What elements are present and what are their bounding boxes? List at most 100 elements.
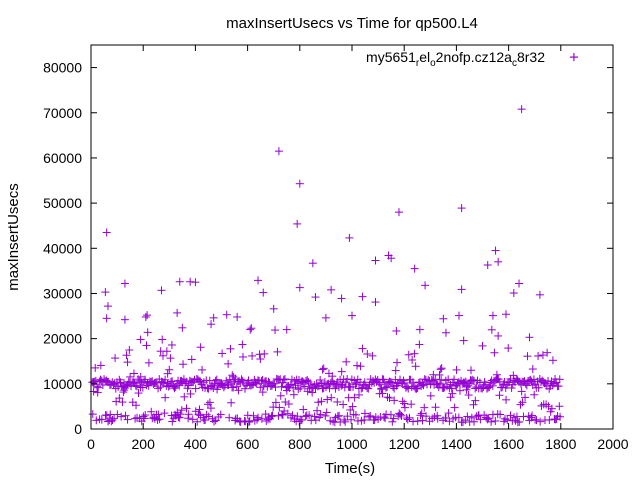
y-tick-label: 80000: [43, 60, 82, 76]
data-point: [405, 413, 414, 422]
data-point: [301, 412, 310, 421]
data-point: [415, 325, 424, 334]
data-point: [394, 208, 403, 217]
data-point: [506, 411, 515, 420]
data-point: [323, 395, 332, 404]
data-point: [517, 105, 526, 114]
data-point: [503, 415, 512, 424]
data-point: [111, 354, 120, 363]
data-point: [328, 372, 337, 381]
data-point: [390, 396, 399, 405]
data-point: [264, 377, 273, 386]
data-point: [459, 336, 468, 345]
data-point: [327, 393, 336, 402]
data-point: [483, 261, 492, 270]
data-point: [415, 340, 424, 349]
data-point: [491, 416, 500, 425]
x-tick-label: 1400: [441, 436, 472, 452]
data-point: [224, 359, 233, 368]
data-point: [226, 344, 235, 353]
data-point: [176, 410, 185, 419]
data-point: [484, 383, 493, 392]
data-point: [435, 379, 444, 388]
data-point: [461, 416, 470, 425]
data-point: [134, 389, 143, 398]
data-point: [468, 375, 477, 384]
data-point: [213, 385, 222, 394]
data-point: [259, 288, 268, 297]
data-point: [365, 412, 374, 421]
data-point: [446, 393, 455, 402]
data-point: [341, 417, 350, 426]
data-point: [518, 398, 527, 407]
x-tick-label: 2000: [597, 436, 628, 452]
data-point: [528, 365, 537, 374]
data-point: [139, 412, 148, 421]
chart-title: maxInsertUsecs vs Time for qp500.L4: [226, 15, 478, 32]
data-point: [403, 415, 412, 424]
data-point: [249, 411, 258, 420]
data-point: [283, 409, 292, 418]
data-point: [485, 382, 494, 391]
data-point: [88, 410, 97, 419]
data-point: [381, 414, 390, 423]
data-point: [159, 351, 168, 360]
data-point: [248, 351, 257, 360]
data-point: [410, 264, 419, 273]
data-point: [494, 257, 503, 266]
x-tick-label: 400: [184, 436, 208, 452]
data-point: [119, 388, 128, 397]
data-point: [441, 413, 450, 422]
data-point: [388, 417, 397, 426]
y-tick-label: 0: [74, 421, 82, 437]
data-point: [452, 365, 461, 374]
data-point: [444, 409, 453, 418]
data-point: [398, 397, 407, 406]
data-point: [143, 328, 152, 337]
x-axis-label: Time(s): [325, 460, 375, 477]
data-point: [412, 384, 421, 393]
data-point: [501, 310, 510, 319]
data-point: [439, 314, 448, 323]
data-point: [327, 285, 336, 294]
data-point: [175, 381, 184, 390]
data-point: [322, 408, 331, 417]
data-point: [156, 383, 165, 392]
data-point: [383, 393, 392, 402]
data-point: [356, 362, 365, 371]
data-point: [527, 413, 536, 422]
data-point: [366, 411, 375, 420]
data-point: [209, 384, 218, 393]
data-point: [496, 410, 505, 419]
data-point: [271, 326, 280, 335]
data-point: [166, 354, 175, 363]
data-point: [165, 381, 174, 390]
data-point: [187, 355, 196, 364]
data-point: [269, 304, 278, 313]
data-point: [121, 411, 130, 420]
data-point: [153, 416, 162, 425]
data-point: [102, 314, 111, 323]
data-point: [244, 376, 253, 385]
data-point: [209, 417, 218, 426]
data-point: [267, 412, 276, 421]
data-point: [350, 393, 359, 402]
data-point: [180, 392, 189, 401]
data-point: [293, 219, 302, 228]
data-point: [124, 377, 133, 386]
data-point: [333, 412, 342, 421]
data-point: [348, 311, 356, 320]
data-point: [393, 358, 402, 367]
data-point: [289, 390, 298, 399]
data-point: [256, 383, 265, 392]
data-point: [379, 375, 388, 384]
data-point: [184, 414, 193, 423]
y-axis-label: maxInsertUsecs: [5, 183, 22, 291]
data-point: [122, 351, 131, 360]
data-point: [299, 405, 308, 414]
data-point: [464, 381, 473, 390]
data-point: [471, 396, 480, 405]
data-point: [448, 389, 457, 398]
data-point: [184, 410, 193, 419]
data-point: [351, 410, 360, 419]
